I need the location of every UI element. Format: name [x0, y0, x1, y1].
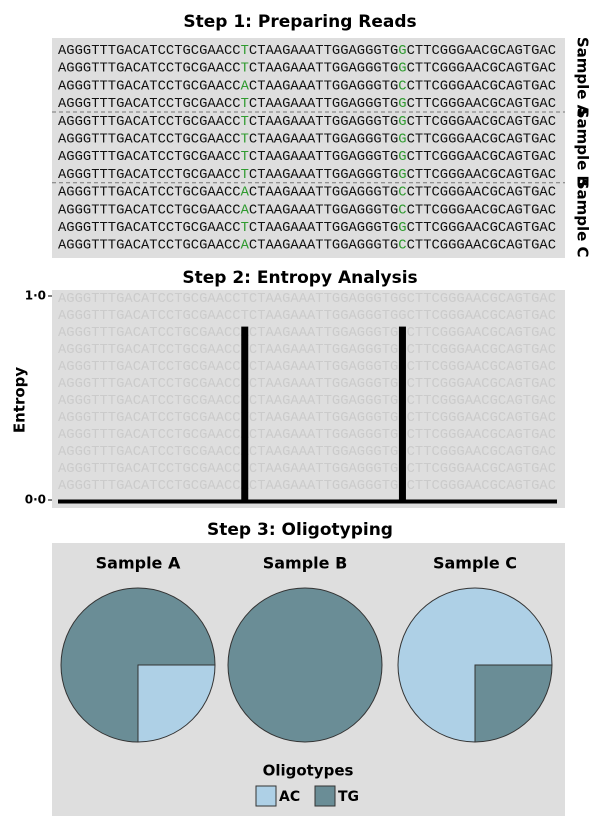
faded-read: AGGGTTTGACATCCTGCGAACCTCTAAGAAATTGGAGGGT… — [58, 292, 556, 307]
y-axis-label: Entropy — [11, 367, 29, 434]
sample-label: Sample C — [574, 179, 592, 258]
read: AGGGTTTGACATCCTGCGAACCACTAAGAAATTGGAGGGT… — [58, 79, 556, 94]
pie-slice — [60, 587, 216, 743]
legend-label: TG — [338, 789, 359, 805]
read: AGGGTTTGACATCCTGCGAACCACTAAGAAATTGGAGGGT… — [58, 185, 556, 200]
read: AGGGTTTGACATCCTGCGAACCTCTAAGAAATTGGAGGGT… — [58, 168, 556, 183]
read: AGGGTTTGACATCCTGCGAACCACTAAGAAATTGGAGGGT… — [58, 238, 556, 253]
read: AGGGTTTGACATCCTGCGAACCTCTAAGAAATTGGAGGGT… — [58, 61, 556, 76]
faded-read: AGGGTTTGACATCCTGCGAACCTCTAAGAAATTGGAGGGT… — [58, 360, 556, 375]
entropy-panel — [52, 290, 565, 508]
legend-label: AC — [279, 789, 300, 805]
faded-read: AGGGTTTGACATCCTGCGAACCACTAAGAAATTGGAGGGT… — [58, 428, 556, 443]
pie-title: Sample C — [433, 554, 517, 573]
reads-panel — [52, 38, 565, 258]
faded-read: AGGGTTTGACATCCTGCGAACCTCTAAGAAATTGGAGGGT… — [58, 462, 556, 477]
pie-slice — [474, 664, 553, 743]
entropy-bar — [398, 326, 406, 500]
pie-slice — [137, 664, 216, 743]
read: AGGGTTTGACATCCTGCGAACCTCTAAGAAATTGGAGGGT… — [58, 150, 556, 165]
read: AGGGTTTGACATCCTGCGAACCACTAAGAAATTGGAGGGT… — [58, 203, 556, 218]
step1-title: Step 1: Preparing Reads — [183, 12, 416, 32]
faded-read: AGGGTTTGACATCCTGCGAACCACTAAGAAATTGGAGGGT… — [58, 479, 556, 494]
legend-swatch — [255, 785, 277, 807]
read: AGGGTTTGACATCCTGCGAACCTCTAAGAAATTGGAGGGT… — [58, 132, 556, 147]
faded-read: AGGGTTTGACATCCTGCGAACCACTAAGAAATTGGAGGGT… — [58, 445, 556, 460]
faded-read: AGGGTTTGACATCCTGCGAACCTCTAAGAAATTGGAGGGT… — [58, 411, 556, 426]
faded-read: AGGGTTTGACATCCTGCGAACCTCTAAGAAATTGGAGGGT… — [58, 394, 556, 409]
read: AGGGTTTGACATCCTGCGAACCTCTAAGAAATTGGAGGGT… — [58, 114, 556, 129]
y-tick-label: 1·0 — [25, 289, 46, 303]
faded-read: AGGGTTTGACATCCTGCGAACCTCTAAGAAATTGGAGGGT… — [58, 377, 556, 392]
pie-slice — [397, 587, 553, 743]
sample-label: Sample A — [574, 37, 592, 117]
step2-title: Step 2: Entropy Analysis — [182, 268, 417, 288]
sample-label: Sample B — [574, 108, 592, 187]
pie-title: Sample A — [96, 554, 181, 573]
faded-read: AGGGTTTGACATCCTGCGAACCTCTAAGAAATTGGAGGGT… — [58, 343, 556, 358]
step3-title: Step 3: Oligotyping — [207, 520, 393, 540]
faded-read: AGGGTTTGACATCCTGCGAACCTCTAAGAAATTGGAGGGT… — [58, 309, 556, 324]
entropy-bar — [241, 326, 249, 500]
faded-read: AGGGTTTGACATCCTGCGAACCACTAAGAAATTGGAGGGT… — [58, 326, 556, 341]
legend-title: Oligotypes — [263, 762, 354, 780]
y-tick-label: 0·0 — [25, 493, 46, 507]
pie-title: Sample B — [263, 554, 348, 573]
pie-slice — [227, 587, 383, 743]
read: AGGGTTTGACATCCTGCGAACCTCTAAGAAATTGGAGGGT… — [58, 44, 556, 59]
legend-swatch — [314, 785, 336, 807]
read: AGGGTTTGACATCCTGCGAACCTCTAAGAAATTGGAGGGT… — [58, 221, 556, 236]
read: AGGGTTTGACATCCTGCGAACCTCTAAGAAATTGGAGGGT… — [58, 97, 556, 112]
